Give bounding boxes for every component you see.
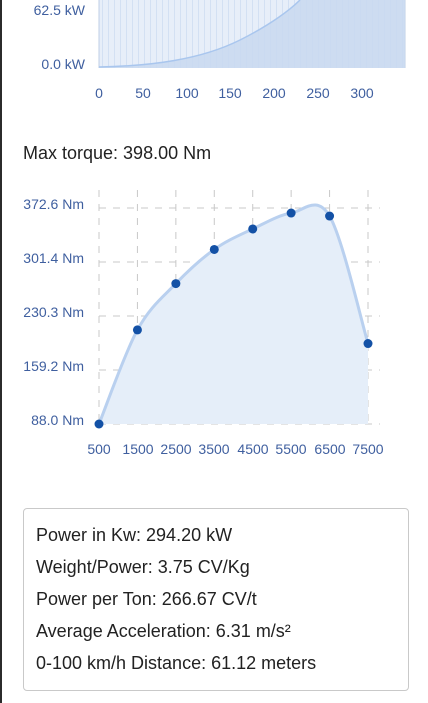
stat-average-acceleration: Average Acceleration: 6.31 m/s² xyxy=(36,621,291,641)
torque-x-tick-1500: 1500 xyxy=(122,441,153,457)
torque-y-tick-88: 88.0 Nm xyxy=(31,412,84,428)
power-x-tick-150: 150 xyxy=(218,85,242,101)
torque-data-point[interactable] xyxy=(286,208,296,218)
torque-y-tick-372: 372.6 Nm xyxy=(23,196,84,212)
torque-x-tick-2500: 2500 xyxy=(160,441,191,457)
left-border xyxy=(0,0,2,703)
torque-area-fill xyxy=(99,204,368,424)
torque-x-tick-4500: 4500 xyxy=(237,441,268,457)
torque-x-tick-6500: 6500 xyxy=(314,441,345,457)
torque-x-tick-7500: 7500 xyxy=(352,441,383,457)
torque-x-tick-5500: 5500 xyxy=(275,441,306,457)
power-y-tick-62: 62.5 kW xyxy=(34,2,86,18)
torque-data-point[interactable] xyxy=(94,419,104,429)
torque-chart: 372.6 Nm 301.4 Nm 230.3 Nm 159.2 Nm 88.0… xyxy=(23,190,384,457)
power-x-tick-0: 0 xyxy=(95,85,103,101)
torque-data-point[interactable] xyxy=(325,211,335,221)
power-x-tick-300: 300 xyxy=(350,85,374,101)
stat-power-per-ton: Power per Ton: 266.67 CV/t xyxy=(36,589,257,609)
power-x-tick-250: 250 xyxy=(306,85,330,101)
stat-distance: 0-100 km/h Distance: 61.12 meters xyxy=(36,653,317,673)
power-x-tick-200: 200 xyxy=(262,85,286,101)
stat-power: Power in Kw: 294.20 kW xyxy=(36,525,233,545)
torque-data-point[interactable] xyxy=(132,325,142,335)
power-y-tick-0: 0.0 kW xyxy=(41,56,85,72)
torque-y-tick-301: 301.4 Nm xyxy=(23,250,84,266)
torque-y-tick-159: 159.2 Nm xyxy=(23,358,84,374)
torque-data-point[interactable] xyxy=(171,279,181,289)
max-torque-label: Max torque: 398.00 Nm xyxy=(23,143,212,163)
torque-data-point[interactable] xyxy=(363,339,373,349)
stat-weight-power: Weight/Power: 3.75 CV/Kg xyxy=(36,557,250,577)
power-x-tick-50: 50 xyxy=(135,85,151,101)
torque-y-tick-230: 230.3 Nm xyxy=(23,304,84,320)
torque-x-tick-500: 500 xyxy=(87,441,111,457)
power-curve-line xyxy=(98,0,301,68)
power-x-tick-100: 100 xyxy=(175,85,199,101)
power-chart: 62.5 kW 0.0 kW 0 50 100 150 200 250 300 xyxy=(34,0,406,101)
torque-data-point[interactable] xyxy=(209,244,219,254)
stats-panel: Power in Kw: 294.20 kW Weight/Power: 3.7… xyxy=(23,508,409,691)
torque-data-point[interactable] xyxy=(248,224,258,234)
torque-x-tick-3500: 3500 xyxy=(198,441,229,457)
